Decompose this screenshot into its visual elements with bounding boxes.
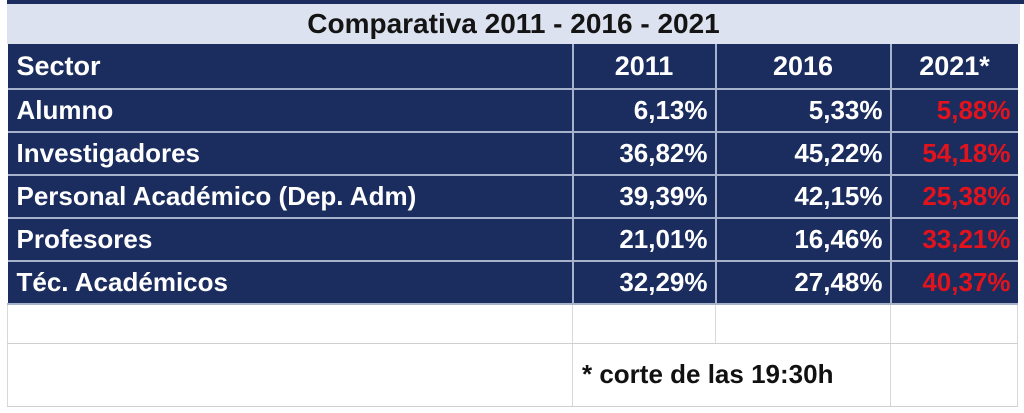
table-row: Alumno 6,13% 5,33% 5,88% <box>7 89 1018 133</box>
value-cell-2011: 39,39% <box>572 175 717 219</box>
header-cell-2016: 2016 <box>715 44 892 90</box>
value-cell-2011: 21,01% <box>572 218 717 262</box>
header-cell-sector: Sector <box>7 44 574 90</box>
table-title: Comparativa 2011 - 2016 - 2021 <box>307 8 720 39</box>
table-row: Téc. Académicos 32,29% 27,48% 40,37% <box>7 261 1018 305</box>
value-cell-2016: 27,48% <box>715 261 892 305</box>
footnote-row: * corte de las 19:30h <box>7 343 1018 407</box>
value-cell-2016: 5,33% <box>715 89 892 133</box>
table-row: Personal Académico (Dep. Adm) 39,39% 42,… <box>7 175 1018 219</box>
table-header-row: Sector 2011 2016 2021* <box>7 44 1018 90</box>
value-cell-2021: 40,37% <box>890 261 1018 305</box>
value-cell-2011: 36,82% <box>572 132 717 176</box>
row-label-tec-academicos: Téc. Académicos <box>7 261 574 305</box>
table-row: Investigadores 36,82% 45,22% 54,18% <box>7 132 1018 176</box>
value-cell-2021: 5,88% <box>890 89 1018 133</box>
value-cell-2016: 42,15% <box>715 175 892 219</box>
empty-cell <box>7 304 573 344</box>
empty-cell <box>890 304 1018 344</box>
row-label-personal-academico: Personal Académico (Dep. Adm) <box>7 175 574 219</box>
header-cell-2021: 2021* <box>890 44 1018 90</box>
value-cell-2016: 16,46% <box>715 218 892 262</box>
empty-spacer-row <box>7 304 1018 344</box>
header-cell-2011: 2011 <box>572 44 717 90</box>
row-label-alumno: Alumno <box>7 89 574 133</box>
value-cell-2021: 33,21% <box>890 218 1018 262</box>
value-cell-2011: 32,29% <box>572 261 717 305</box>
value-cell-2011: 6,13% <box>572 89 717 133</box>
value-cell-2016: 45,22% <box>715 132 892 176</box>
table-row: Profesores 21,01% 16,46% 33,21% <box>7 218 1018 262</box>
empty-cell <box>890 343 1018 407</box>
value-cell-2021: 54,18% <box>890 132 1018 176</box>
value-cell-2021: 25,38% <box>890 175 1018 219</box>
empty-cell <box>715 304 891 344</box>
footnote-cell: * corte de las 19:30h <box>572 343 891 407</box>
top-border-strip <box>7 0 1024 4</box>
empty-cell <box>572 304 716 344</box>
row-label-investigadores: Investigadores <box>7 132 574 176</box>
row-label-profesores: Profesores <box>7 218 574 262</box>
table-title-bar: Comparativa 2011 - 2016 - 2021 <box>7 4 1020 44</box>
empty-cell <box>7 343 573 407</box>
comparison-table: Sector 2011 2016 2021* Alumno 6,13% 5,33… <box>7 44 1018 407</box>
